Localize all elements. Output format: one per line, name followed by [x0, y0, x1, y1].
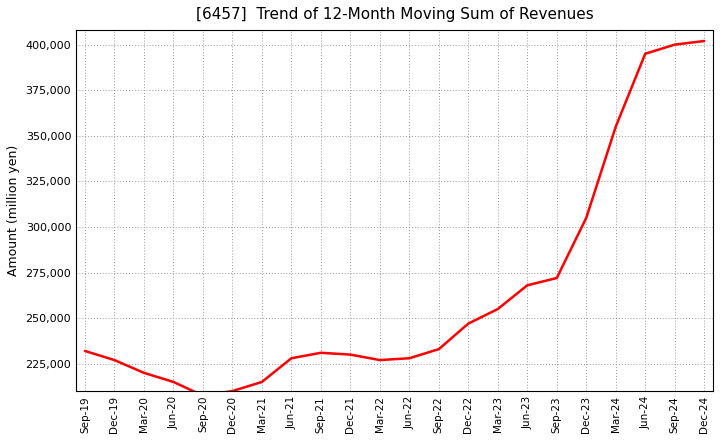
- Title: [6457]  Trend of 12-Month Moving Sum of Revenues: [6457] Trend of 12-Month Moving Sum of R…: [196, 7, 593, 22]
- Y-axis label: Amount (million yen): Amount (million yen): [7, 145, 20, 276]
